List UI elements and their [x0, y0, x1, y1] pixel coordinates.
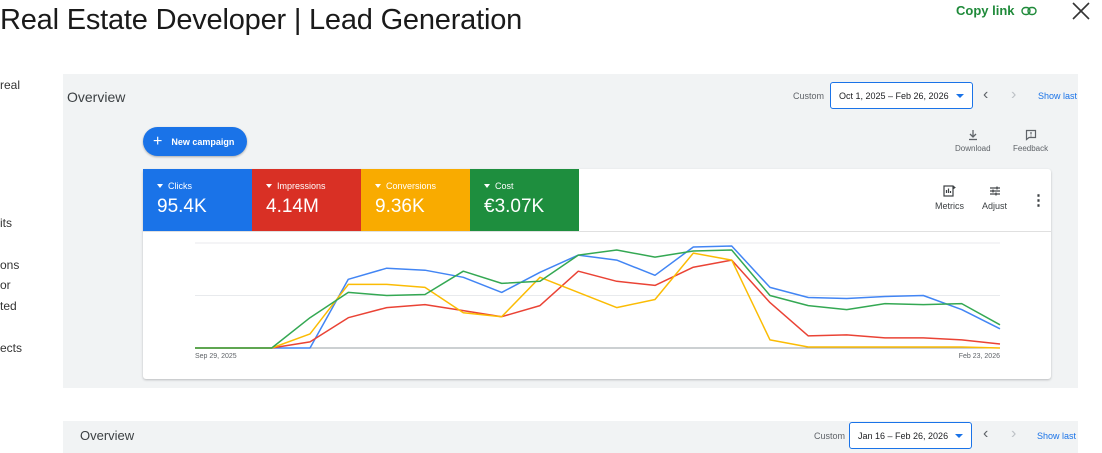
custom-label-2: Custom: [814, 431, 846, 441]
date-range-value-2: Jan 16 – Feb 26, 2026: [858, 430, 949, 441]
card-divider: [143, 231, 1051, 232]
metric-value: 4.14M: [266, 196, 319, 217]
page-title: Real Estate Developer | Lead Generation: [0, 4, 523, 36]
feedback-label: Feedback: [1013, 144, 1049, 153]
side-text-3: ons: [0, 258, 20, 272]
x-axis-start-label: Sep 29, 2025: [195, 353, 237, 360]
metrics-button[interactable]: Metrics: [935, 185, 964, 211]
more-options-icon[interactable]: ⋮: [1031, 192, 1046, 209]
bar-chart-icon: [943, 185, 956, 197]
metric-label-text: Impressions: [277, 181, 326, 191]
series-line-3: [195, 252, 1001, 349]
adjust-button[interactable]: Adjust: [982, 185, 1007, 211]
metric-label-text: Clicks: [168, 181, 192, 191]
metric-card-clicks[interactable]: Clicks 95.4K: [143, 169, 252, 231]
prev-period-button[interactable]: ‹: [983, 86, 989, 103]
metric-label-text: Cost: [495, 181, 514, 191]
metric-value: €3.07K: [484, 196, 545, 217]
dropdown-triangle-icon: [157, 184, 163, 188]
metric-label: Cost: [484, 181, 579, 191]
new-campaign-button[interactable]: + New campaign: [143, 127, 247, 156]
next-period-button-2[interactable]: ›: [1011, 425, 1017, 442]
metric-value: 9.36K: [375, 196, 425, 217]
dropdown-triangle-icon: [266, 184, 272, 188]
series-line-4: [195, 249, 1001, 349]
feedback-button[interactable]: Feedback: [1013, 129, 1048, 153]
side-text-1: real: [0, 78, 21, 92]
side-text-5: ted: [0, 299, 17, 313]
date-range-select-2[interactable]: Jan 16 – Feb 26, 2026: [849, 422, 972, 449]
copy-link-label: Copy link: [956, 3, 1015, 18]
performance-card: Clicks 95.4K Impressions 4.14M Conversions 9.…: [143, 169, 1051, 379]
side-text-4: or: [0, 278, 11, 292]
overview-panel: Overview Custom Oct 1, 2025 – Feb 26, 20…: [63, 74, 1078, 388]
prev-period-button-2[interactable]: ‹: [983, 425, 989, 442]
adjust-label: Adjust: [982, 201, 1008, 211]
link-icon: [1020, 6, 1037, 15]
metric-label-text: Conversions: [386, 181, 437, 191]
metric-card-conversions[interactable]: Conversions 9.36K: [361, 169, 470, 231]
dropdown-caret-icon-2: [955, 434, 963, 438]
performance-line-chart: Sep 29, 2025 Feb 23, 2026: [195, 242, 1001, 360]
metric-label: Conversions: [375, 181, 470, 191]
series-line-2: [195, 259, 1001, 349]
download-button[interactable]: Download: [955, 129, 991, 153]
dropdown-triangle-icon: [484, 184, 490, 188]
metric-card-impressions[interactable]: Impressions 4.14M: [252, 169, 361, 231]
x-axis-end-label: Feb 23, 2026: [959, 353, 1000, 360]
tune-icon: [989, 186, 1000, 196]
plus-icon: +: [153, 132, 163, 150]
overview-panel-2: Overview Custom Jan 16 – Feb 26, 2026 ‹ …: [63, 421, 1078, 453]
feedback-icon: [1025, 129, 1036, 141]
date-range-select[interactable]: Oct 1, 2025 – Feb 26, 2026: [830, 82, 973, 109]
overview-title-2: Overview: [80, 428, 135, 443]
next-period-button[interactable]: ›: [1011, 86, 1017, 103]
download-label: Download: [955, 144, 991, 153]
metric-label: Clicks: [157, 181, 252, 191]
overview-title: Overview: [67, 89, 126, 105]
side-text-6: ects: [0, 341, 23, 355]
date-range-value: Oct 1, 2025 – Feb 26, 2026: [839, 90, 949, 101]
custom-label: Custom: [793, 91, 825, 101]
download-icon: [968, 130, 977, 141]
show-last-link-2[interactable]: Show last: [1037, 431, 1077, 441]
close-icon[interactable]: [1069, 0, 1093, 23]
show-last-link[interactable]: Show last: [1038, 91, 1078, 101]
metric-label: Impressions: [266, 181, 361, 191]
dropdown-caret-icon: [956, 94, 964, 98]
metric-card-cost[interactable]: Cost €3.07K: [470, 169, 579, 231]
metric-value: 95.4K: [157, 196, 207, 217]
new-campaign-label: New campaign: [171, 136, 235, 147]
copy-link-button[interactable]: Copy link: [956, 3, 1037, 18]
dropdown-triangle-icon: [375, 184, 381, 188]
series-line-1: [195, 245, 1001, 349]
metrics-label: Metrics: [935, 201, 964, 211]
side-text-2: its: [0, 216, 12, 230]
